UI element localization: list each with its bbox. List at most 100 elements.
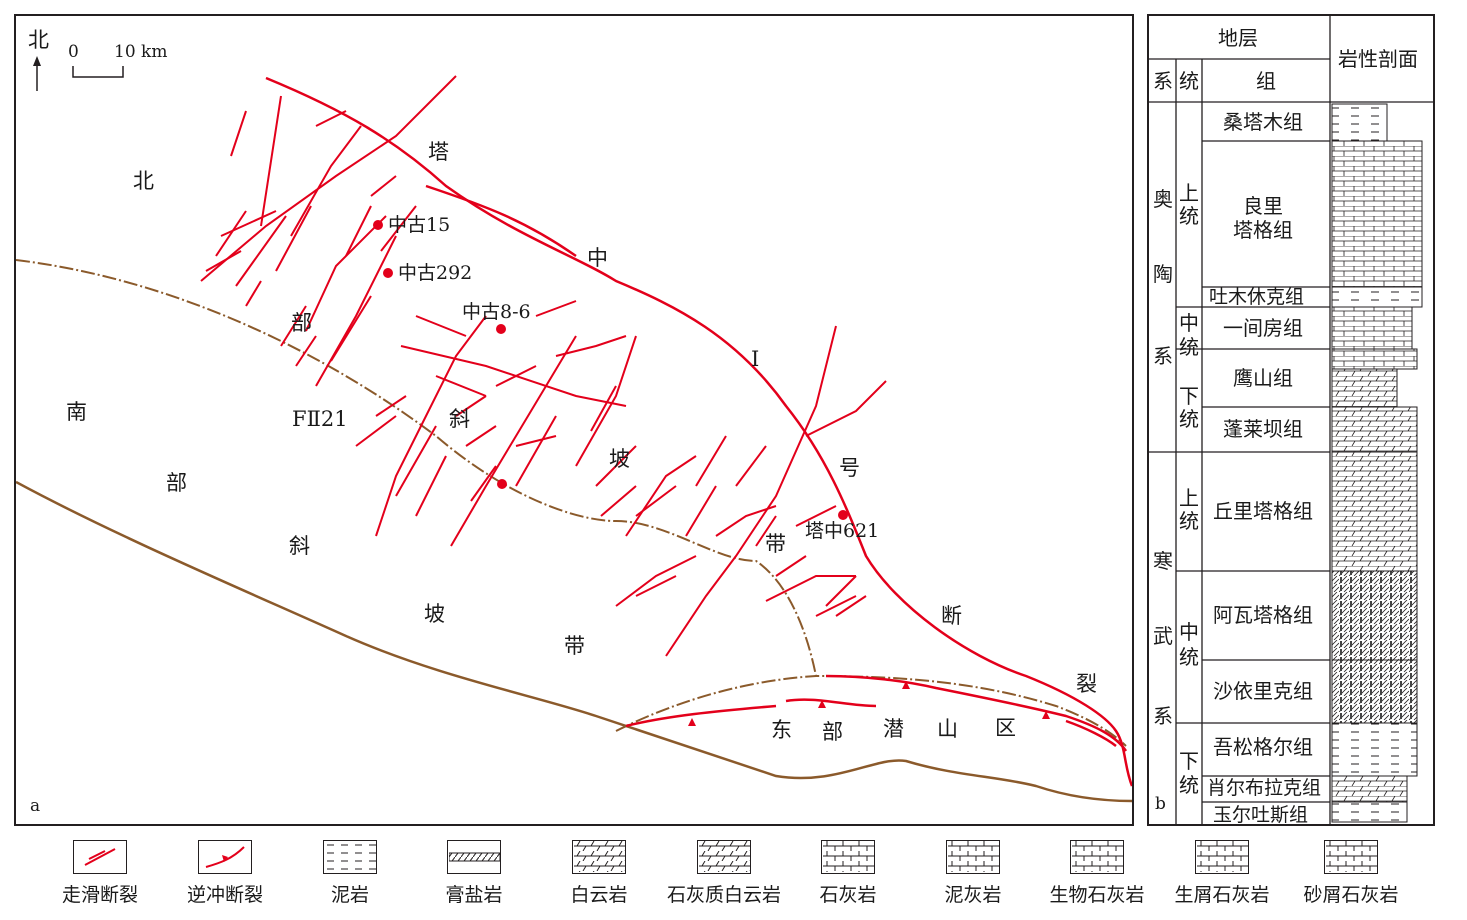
- label-fault-3: I: [751, 347, 760, 371]
- label-east-1: 东: [771, 718, 792, 742]
- formation-9: 沙依里克组: [1213, 679, 1313, 703]
- series-3b: 统: [1179, 407, 1199, 431]
- formation-7: 丘里塔格组: [1213, 499, 1313, 523]
- series-4a: 上: [1179, 486, 1199, 510]
- formation-2: 良里 塔格组: [1233, 194, 1293, 242]
- label-fault-1: 塔: [428, 140, 449, 164]
- series-2a: 中: [1179, 311, 1199, 335]
- label-north-3: 斜: [449, 407, 470, 431]
- strike-slip-faults: [200, 75, 887, 657]
- label-south-4: 坡: [424, 602, 445, 626]
- legend-label: 砂屑石灰岩: [1303, 884, 1399, 906]
- stratigraphic-column-panel: 地层 岩性剖面 系 统 组 b 奥 陶 系 寒 武 系 上 统 中 统 下 统 …: [1147, 14, 1435, 826]
- legend-label: 泥岩: [330, 884, 369, 906]
- panel-tag-a: a: [30, 796, 41, 816]
- legend-mudstone: 泥岩: [290, 840, 410, 907]
- thrust-faults: [625, 674, 1128, 752]
- dolomite-pattern-icon: [572, 840, 626, 874]
- label-east-3: 潜: [883, 717, 904, 741]
- series-3a: 下: [1179, 384, 1199, 408]
- label-north-2: 部: [291, 311, 312, 335]
- formation-6: 蓬莱坝组: [1223, 417, 1303, 441]
- formation-8: 阿瓦塔格组: [1213, 603, 1313, 627]
- panel-tag-b: b: [1155, 794, 1166, 814]
- legend-bio-limestone: 生物石灰岩: [1037, 840, 1157, 907]
- formation-1: 桑塔木组: [1223, 110, 1303, 134]
- thrust-ticks: [688, 681, 1050, 726]
- series-4b: 统: [1179, 509, 1199, 533]
- well-label-2: 中古292: [398, 262, 473, 284]
- system-ord-3: 系: [1153, 344, 1173, 368]
- legend-strike-slip: 走滑断裂: [40, 840, 160, 907]
- legend-label: 走滑断裂: [61, 884, 138, 906]
- label-fault-6: 裂: [1076, 672, 1097, 696]
- fault-map-svg: [16, 56, 1132, 803]
- label-east-2: 部: [822, 720, 843, 744]
- label-east-4: 山: [937, 717, 958, 741]
- system-cam-1: 寒: [1153, 549, 1173, 573]
- label-fault-4: 号: [839, 456, 860, 480]
- series-1b: 统: [1179, 204, 1199, 228]
- limestone-pattern-icon: [821, 840, 875, 874]
- well-markers: [373, 220, 848, 520]
- formation-10: 吾松格尔组: [1213, 735, 1313, 759]
- strat-header-formation: 组: [1256, 69, 1276, 93]
- label-north-5: 带: [765, 532, 786, 556]
- gypsum-pattern-icon: [447, 840, 501, 874]
- bioclastic-limestone-pattern-icon: [1195, 840, 1249, 874]
- formation-4: 一间房组: [1223, 316, 1303, 340]
- label-south-1: 南: [66, 400, 87, 424]
- strat-header-lith: 岩性剖面: [1338, 47, 1418, 71]
- legend-label: 膏盐岩: [445, 884, 503, 906]
- series-5a: 中: [1179, 620, 1199, 644]
- mudstone-pattern-icon: [323, 840, 377, 874]
- legend-thrust: 逆冲断裂: [165, 840, 285, 907]
- legend-calcarenite: 砂屑石灰岩: [1286, 840, 1416, 907]
- system-cam-3: 系: [1153, 704, 1173, 728]
- north-label: 北: [28, 28, 49, 52]
- legend-label: 生物石灰岩: [1049, 884, 1145, 906]
- legend-gypsum: 膏盐岩: [414, 840, 534, 907]
- thrust-icon: [198, 840, 252, 874]
- legend-label: 生屑石灰岩: [1174, 884, 1270, 906]
- formation-11: 肖尔布拉克组: [1207, 777, 1322, 799]
- label-east-5: 区: [995, 716, 1016, 740]
- scale-zero: 0: [68, 42, 79, 62]
- fault-map-panel: 北 0 10 km a 北 部 斜 坡 带 南 部 斜 坡 带 塔 中 I 号 …: [14, 14, 1134, 826]
- label-fault-fii21: FⅡ21: [292, 407, 348, 431]
- label-south-2: 部: [166, 471, 187, 495]
- formation-5: 鹰山组: [1233, 366, 1293, 390]
- system-cam-2: 武: [1153, 624, 1173, 648]
- legend-bioclastic-limestone: 生屑石灰岩: [1162, 840, 1282, 907]
- legend-label: 石灰质白云岩: [666, 884, 781, 906]
- legend-label: 白云岩: [570, 884, 628, 906]
- strat-header-series: 统: [1179, 69, 1199, 93]
- north-arrow-icon: [33, 56, 41, 91]
- bio-limestone-pattern-icon: [1070, 840, 1124, 874]
- well-label-4: 塔中621: [805, 520, 880, 542]
- strat-header-stratum: 地层: [1218, 26, 1258, 50]
- slope-boundaries: [16, 259, 1127, 747]
- system-ord-1: 奥: [1153, 187, 1173, 211]
- well-label-3: 中古8-6: [462, 301, 531, 323]
- arg-limestone-pattern-icon: [946, 840, 1000, 874]
- legend-label: 石灰岩: [819, 884, 877, 906]
- legend-limy-dolomite: 石灰质白云岩: [664, 840, 784, 907]
- system-ord-2: 陶: [1153, 262, 1173, 286]
- legend-dolomite: 白云岩: [539, 840, 659, 907]
- strike-slip-icon: [73, 840, 127, 874]
- series-5b: 统: [1179, 645, 1199, 669]
- legend-limestone: 石灰岩: [788, 840, 908, 907]
- well-label-1: 中古15: [388, 214, 451, 236]
- legend-arg-limestone: 泥灰岩: [913, 840, 1033, 907]
- boundary-solid: [16, 480, 1132, 803]
- strat-header-system: 系: [1153, 69, 1173, 93]
- label-south-5: 带: [564, 634, 585, 658]
- series-2b: 统: [1179, 335, 1199, 359]
- calcarenite-pattern-icon: [1324, 840, 1378, 874]
- label-north-1: 北: [133, 169, 154, 193]
- label-south-3: 斜: [289, 534, 310, 558]
- series-6b: 统: [1179, 773, 1199, 797]
- scale-dist: 10 km: [114, 42, 168, 62]
- scale-bar: [72, 66, 124, 78]
